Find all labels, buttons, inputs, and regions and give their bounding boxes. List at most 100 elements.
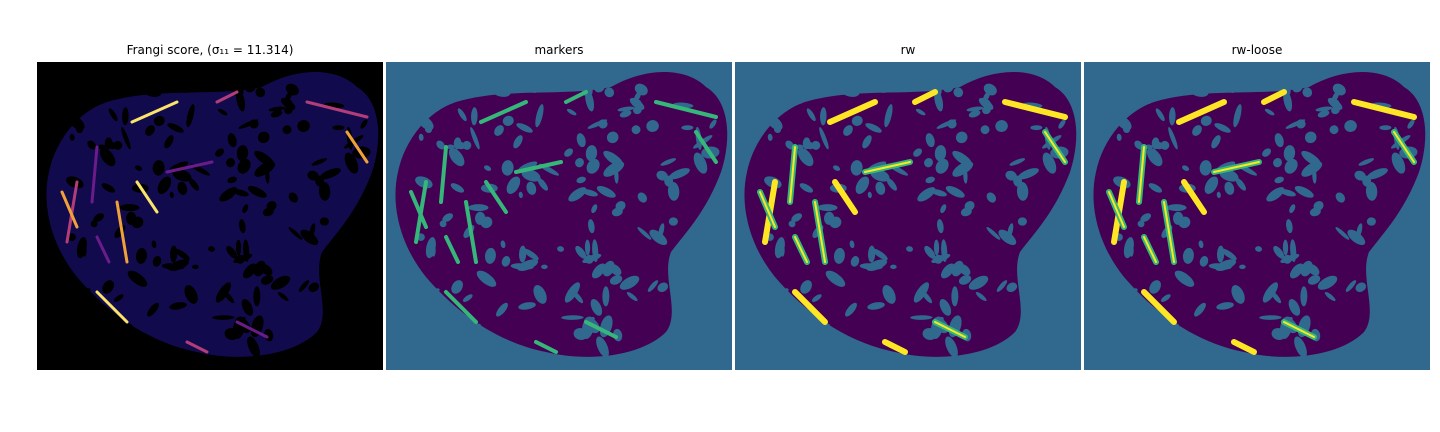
hole-region	[347, 219, 357, 230]
hole-region	[819, 127, 829, 150]
hole-region	[586, 158, 600, 174]
hole-region	[66, 96, 74, 104]
rw-loose-panel-title: rw-loose	[1231, 43, 1283, 57]
hole-region	[119, 204, 140, 212]
hole-region	[983, 83, 997, 96]
hole-region	[1041, 330, 1064, 340]
hole-region	[867, 245, 876, 263]
hole-region	[1182, 247, 1194, 264]
hole-region	[518, 191, 523, 199]
hole-region	[960, 207, 972, 217]
hole-region	[1282, 239, 1289, 256]
hole-region	[910, 315, 933, 320]
hole-region	[90, 220, 98, 228]
hole-region	[767, 133, 773, 141]
hole-region	[1239, 264, 1246, 270]
hole-region	[634, 99, 642, 107]
vessel-highlight	[235, 320, 269, 339]
hole-region	[1134, 140, 1143, 150]
vessel-core	[1183, 181, 1205, 213]
hole-region	[1335, 227, 1350, 240]
hole-region	[564, 148, 574, 157]
hole-region	[1366, 217, 1376, 226]
hole-region	[1192, 125, 1202, 136]
hole-region	[241, 299, 254, 316]
hole-region	[773, 126, 781, 134]
hole-region	[442, 213, 454, 223]
hole-region	[596, 186, 616, 198]
hole-region	[945, 336, 958, 358]
hole-region	[584, 239, 591, 256]
hole-region	[582, 253, 602, 263]
hole-region	[255, 87, 266, 98]
vessel-core	[1108, 191, 1125, 228]
hole-region	[1168, 127, 1178, 150]
hole-region	[1110, 99, 1127, 114]
hole-region	[955, 131, 968, 144]
vessel-core	[834, 181, 856, 213]
hole-region	[1231, 285, 1245, 304]
hole-region	[319, 217, 329, 226]
hole-region	[1146, 147, 1163, 167]
hole-region	[169, 161, 189, 172]
hole-region	[164, 135, 174, 149]
hole-region	[585, 145, 598, 162]
vessel-highlight	[654, 100, 718, 119]
hole-region	[1358, 158, 1375, 166]
hole-region	[235, 239, 242, 256]
hole-region	[247, 186, 267, 198]
hole-region	[1264, 108, 1275, 116]
hole-region	[1365, 181, 1378, 201]
hole-region	[253, 286, 261, 307]
vessel-highlight	[534, 340, 558, 354]
hole-region	[285, 99, 293, 107]
hole-region	[260, 275, 274, 285]
vessel-highlight	[409, 190, 428, 229]
hole-region	[506, 176, 521, 194]
hole-region	[1366, 168, 1388, 180]
hole-region	[940, 204, 947, 214]
vessel-core	[1004, 101, 1066, 118]
hole-region	[1274, 133, 1284, 148]
hole-region	[135, 247, 147, 264]
hole-region	[1345, 280, 1357, 292]
hole-region	[471, 107, 478, 126]
hole-region	[1030, 314, 1038, 323]
hole-region	[1294, 336, 1307, 358]
hole-region	[66, 176, 84, 189]
hole-region	[537, 177, 548, 191]
hole-region	[514, 346, 522, 354]
hole-region	[1259, 315, 1282, 320]
hole-region	[253, 260, 266, 277]
hole-region	[851, 115, 863, 126]
hole-region	[862, 135, 872, 149]
hole-region	[1009, 158, 1026, 166]
hole-region	[1273, 158, 1282, 168]
hole-region	[668, 168, 690, 180]
hole-region	[1160, 294, 1171, 302]
vessel-highlight	[444, 235, 460, 264]
hole-region	[1288, 299, 1301, 316]
hole-region	[958, 275, 972, 285]
hole-region	[966, 106, 984, 112]
hole-region	[1280, 253, 1300, 263]
hole-region	[360, 119, 368, 129]
hole-region	[872, 248, 888, 261]
hole-region	[660, 158, 677, 166]
hole-region	[1224, 181, 1235, 195]
hole-region	[172, 84, 180, 92]
hole-region	[591, 263, 606, 279]
hole-region	[288, 227, 303, 240]
hole-region	[763, 323, 775, 343]
hole-region	[169, 191, 174, 199]
hole-region	[1187, 84, 1209, 97]
hole-region	[925, 133, 935, 148]
hole-region	[282, 125, 292, 135]
hole-region	[1294, 186, 1314, 198]
hole-region	[172, 169, 192, 182]
hole-region	[986, 227, 1001, 240]
hole-region	[906, 246, 914, 252]
hole-region	[1233, 104, 1242, 128]
hole-region	[208, 246, 216, 252]
hole-region	[217, 108, 228, 116]
